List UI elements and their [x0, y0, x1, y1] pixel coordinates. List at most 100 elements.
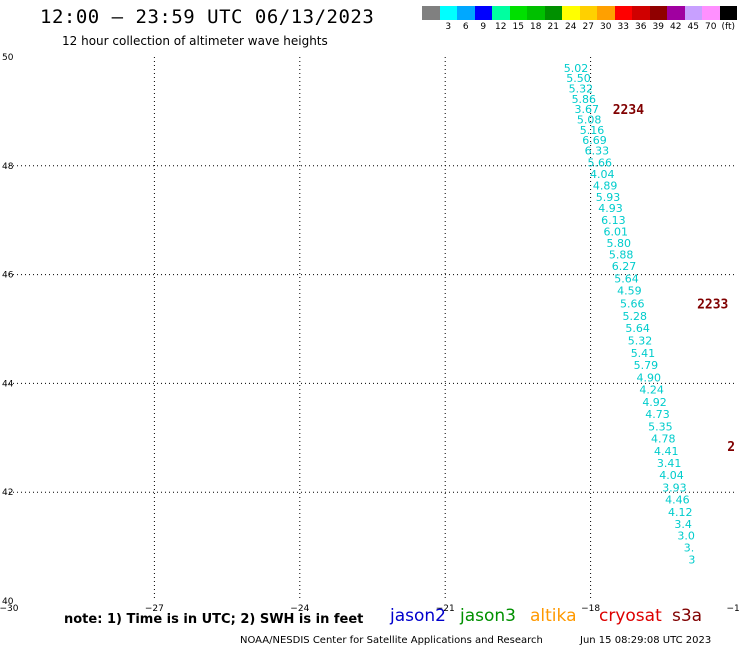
wave-height-value: 6.69	[582, 134, 607, 147]
legend-label: 70	[705, 22, 717, 32]
credit-text: NOAA/NESDIS Center for Satellite Applica…	[240, 635, 543, 646]
legend-label: 42	[670, 22, 682, 32]
legend-label: 18	[530, 22, 542, 32]
wave-height-value: 4.73	[645, 408, 670, 421]
lon-tick-label: −30	[0, 604, 19, 614]
lat-tick-label: 40	[2, 597, 14, 607]
legend-swatch	[684, 6, 702, 20]
wave-height-value: 5.16	[580, 124, 605, 137]
legend-label: (ft)	[721, 22, 736, 32]
wave-height-value: 4.46	[665, 493, 690, 506]
wave-height-observations: 5.025.505.325.863.675.085.166.696.335.66…	[564, 62, 696, 567]
legend-label: 27	[582, 22, 594, 32]
wave-height-value: 4.90	[637, 371, 662, 384]
satellite-s3a: s3a	[672, 606, 703, 626]
lon-tick-label: −27	[145, 604, 164, 614]
legend-swatch	[632, 6, 650, 20]
wave-height-value: 5.66	[588, 157, 613, 170]
wave-height-value: 6.01	[604, 226, 629, 239]
legend-label: 15	[512, 22, 524, 32]
lon-tick-label: −21	[436, 604, 455, 614]
pass-time-label: 2233	[697, 297, 728, 312]
wave-height-value: 3.93	[662, 481, 687, 494]
wave-height-value: 5.66	[620, 297, 645, 310]
pass-time-label: 2	[727, 440, 735, 455]
wave-height-value: 5.64	[625, 322, 650, 335]
lat-lon-grid	[9, 57, 736, 601]
wave-height-value: 5.86	[572, 93, 597, 106]
wave-height-value: 5.28	[622, 310, 647, 323]
wave-height-value: 5.02	[564, 62, 589, 75]
satellite-jason2: jason2	[390, 606, 446, 626]
wave-height-value: 4.41	[654, 445, 679, 458]
pass-time-label: 2234	[613, 103, 644, 118]
legend-swatch	[457, 6, 475, 20]
legend-swatch	[667, 6, 685, 20]
legend-label: 30	[600, 22, 612, 32]
wave-height-value: 3.	[684, 542, 695, 555]
legend-swatch	[509, 6, 527, 20]
lon-tick-label: −18	[581, 604, 600, 614]
wave-height-value: 4.78	[651, 432, 676, 445]
generated-timestamp: Jun 15 08:29:08 UTC 2023	[580, 635, 712, 646]
legend-swatch	[527, 6, 545, 20]
legend-swatch	[474, 6, 492, 20]
wave-height-value: 4.04	[590, 168, 615, 181]
legend-label: 36	[635, 22, 647, 32]
lat-tick-label: 42	[2, 488, 13, 498]
axis-tick-labels: −30 −27 −24 −21 −18 −15 40 42 44 46 48 50	[0, 53, 740, 614]
legend-swatch	[439, 6, 457, 20]
wave-height-value: 5.93	[596, 191, 621, 204]
wave-height-value: 4.89	[593, 179, 618, 192]
wave-height-value: 3.67	[574, 103, 599, 116]
legend-swatch	[597, 6, 615, 20]
legend-label: 45	[687, 22, 699, 32]
legend-swatch	[544, 6, 562, 20]
legend-label: 33	[617, 22, 629, 32]
wave-height-value: 5.32	[569, 83, 594, 96]
lat-tick-label: 46	[2, 271, 14, 281]
wave-height-value: 3.4	[674, 518, 692, 531]
wave-height-value: 5.50	[566, 72, 591, 85]
wave-height-value: 5.79	[634, 359, 659, 372]
legend-label: 12	[495, 22, 507, 32]
satellite-jason3: jason3	[460, 606, 516, 626]
wave-height-value: 6.33	[585, 145, 610, 158]
legend-label: 24	[565, 22, 577, 32]
legend-swatch	[562, 6, 580, 20]
wave-height-value: 5.80	[606, 237, 631, 250]
wave-height-value: 4.04	[659, 469, 684, 482]
footer-note: note: 1) Time is in UTC; 2) SWH is in fe…	[64, 612, 364, 627]
wave-height-value: 5.41	[631, 347, 656, 360]
pass-time-labels: 2234 2233 2	[613, 103, 735, 455]
legend-label: 21	[547, 22, 559, 32]
satellite-altika: altika	[530, 606, 577, 626]
legend-label: 9	[480, 22, 487, 32]
legend-label: 3	[445, 22, 452, 32]
satellite-cryosat: cryosat	[599, 606, 662, 626]
lon-tick-label: −15	[727, 604, 740, 614]
legend-swatch	[614, 6, 632, 20]
wave-height-value: 5.32	[628, 334, 653, 347]
map-title: 12:00 — 23:59 UTC 06/13/2023	[40, 6, 375, 28]
legend-swatch	[492, 6, 510, 20]
wave-height-value: 3	[688, 554, 695, 567]
legend-swatch	[422, 6, 440, 20]
wave-height-value: 4.93	[598, 202, 623, 215]
wave-height-value: 5.64	[614, 272, 639, 285]
wave-height-color-legend: 3 6 9 12 15 18 21 24 27 30 33 36 39 42 45 70 (ft)	[422, 6, 737, 36]
wave-height-value: 6.27	[612, 260, 637, 273]
wave-height-value: 4.12	[668, 506, 693, 519]
lat-tick-label: 50	[2, 53, 14, 63]
lat-tick-label: 48	[2, 162, 14, 172]
lat-tick-label: 44	[2, 379, 14, 389]
wave-height-value: 6.13	[601, 214, 626, 227]
wave-height-value: 4.92	[642, 396, 667, 409]
legend-swatch	[649, 6, 667, 20]
legend-swatch	[702, 6, 720, 20]
wave-height-value: 4.24	[639, 383, 664, 396]
wave-height-value: 5.88	[609, 248, 634, 261]
wave-height-value: 5.08	[577, 114, 602, 127]
legend-label: 39	[652, 22, 664, 32]
